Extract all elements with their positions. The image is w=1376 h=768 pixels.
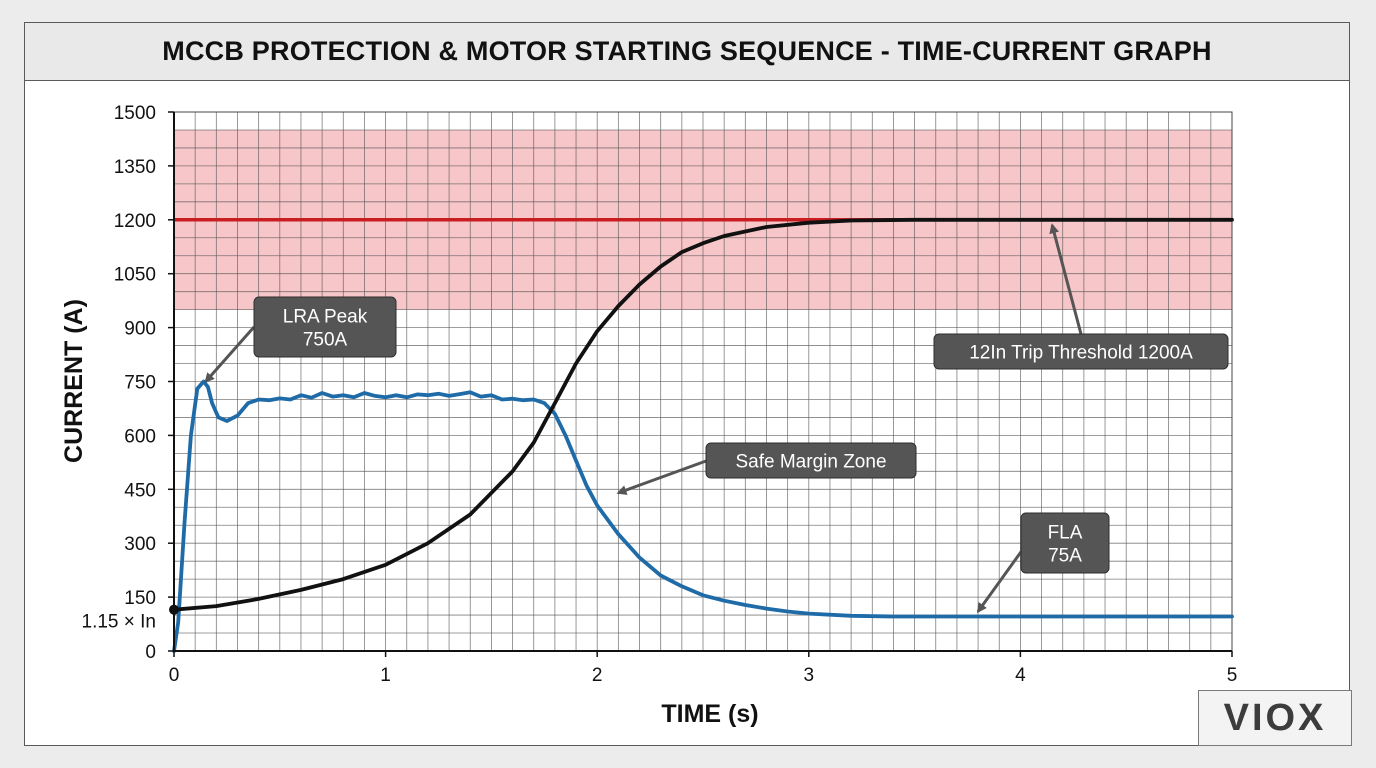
logo: VIOX (1198, 690, 1352, 746)
annotation-label: LRA Peak (283, 307, 368, 328)
annotation-box (705, 442, 917, 479)
y-tick-label: 1500 (114, 103, 156, 124)
x-tick-label: 5 (1227, 665, 1238, 686)
y-tick-label: 150 (124, 588, 156, 609)
annotation-arrow (976, 544, 1028, 614)
annotation-callout: 12In Trip Threshold 1200A (933, 223, 1229, 370)
chart-title: MCCB PROTECTION & MOTOR STARTING SEQUENC… (162, 36, 1212, 66)
y-tick-label: 300 (124, 534, 156, 555)
annotation-arrow (204, 326, 256, 383)
annotation-label: 750A (303, 330, 348, 351)
y-tick-label: 450 (124, 480, 156, 501)
annotation-box (253, 296, 397, 358)
annotation-box (1020, 512, 1110, 574)
y-extra-label: 1.15 × In (82, 611, 156, 632)
x-tick-label: 1 (380, 665, 391, 686)
y-axis-title: CURRENT (A) (60, 299, 88, 463)
x-tick-label: 4 (1015, 665, 1026, 686)
y-tick-label: 900 (124, 319, 156, 340)
y-tick-label: 600 (124, 426, 156, 447)
annotation-label: Safe Margin Zone (735, 452, 886, 473)
series-line-motor-current (172, 379, 1234, 653)
x-tick-label: 2 (592, 665, 603, 686)
annotation-label: 12In Trip Threshold 1200A (969, 343, 1193, 364)
y-tick-label: 1050 (114, 265, 156, 286)
annotation-label: 75A (1048, 546, 1082, 567)
annotation-arrow (616, 459, 707, 495)
annotation-callout: Safe Margin Zone (616, 442, 917, 495)
annotation-box (933, 333, 1229, 370)
y-tick-label: 0 (145, 642, 156, 663)
annotation-arrow (1049, 223, 1083, 335)
viox-logo-icon: VIOX (1223, 696, 1327, 739)
title-bar: MCCB PROTECTION & MOTOR STARTING SEQUENC… (25, 23, 1349, 81)
x-tick-label: 0 (169, 665, 180, 686)
y-tick-label: 1350 (114, 157, 156, 178)
y-tick-label: 1200 (114, 211, 156, 232)
annotation-label: FLA (1048, 523, 1083, 544)
y-tick-label: 750 (124, 373, 156, 394)
series-line-trip-curve (172, 217, 1234, 612)
x-axis-title: TIME (s) (661, 700, 758, 728)
x-tick-label: 3 (804, 665, 815, 686)
